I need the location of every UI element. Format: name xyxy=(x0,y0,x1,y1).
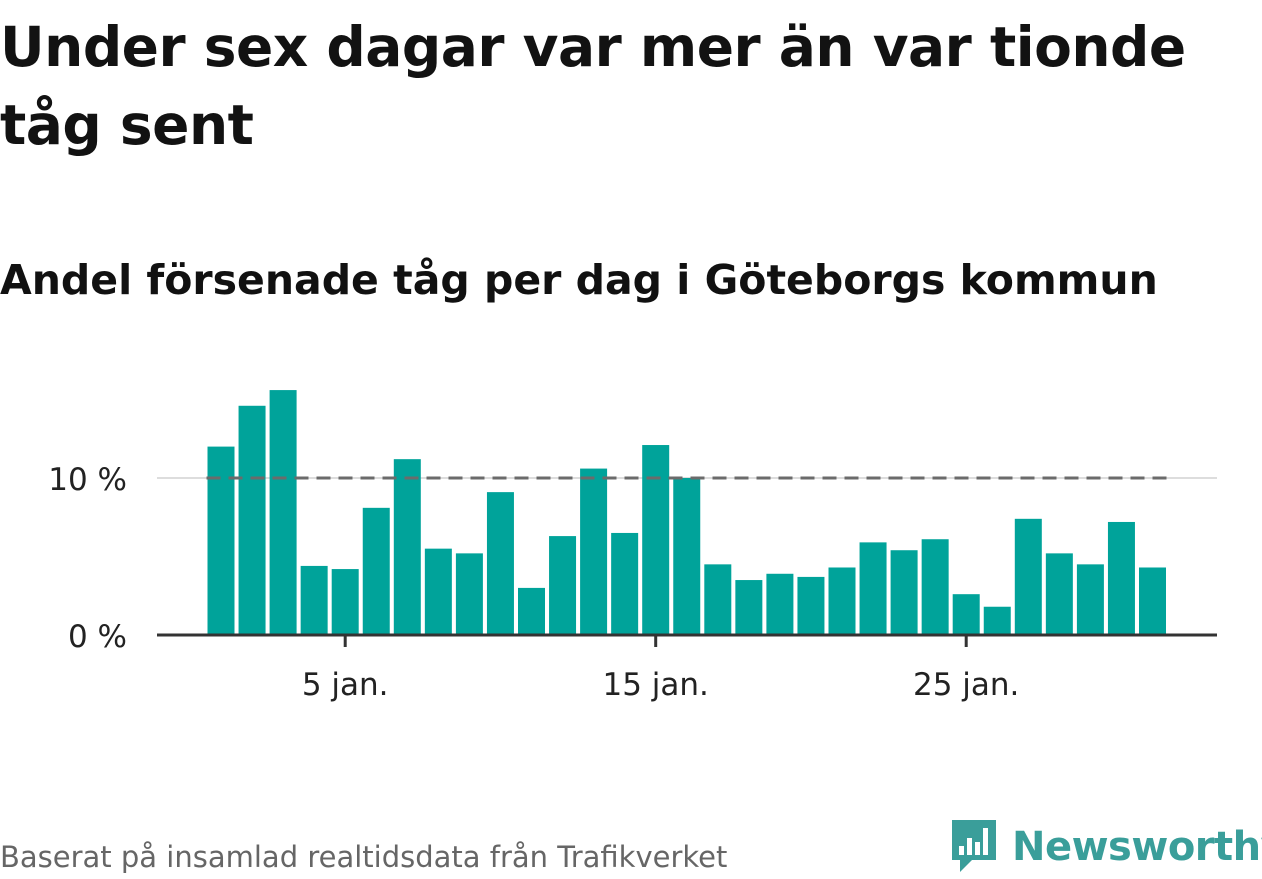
bar xyxy=(1139,567,1166,635)
source-note: Baserat på insamlad realtidsdata från Tr… xyxy=(0,840,728,874)
x-tick-label: 15 jan. xyxy=(602,667,708,703)
bar xyxy=(362,507,390,635)
newsworthy-bar-chart-icon xyxy=(950,816,998,878)
bar xyxy=(766,573,794,635)
bar xyxy=(828,567,856,635)
bar xyxy=(890,550,918,635)
bar-chart: 0 % 10 % 5 jan. 15 jan. 25 jan. xyxy=(48,390,1217,703)
bar xyxy=(269,390,297,635)
bar xyxy=(518,587,545,635)
bar xyxy=(331,569,359,635)
x-tick-label: 5 jan. xyxy=(302,667,389,703)
y-tick-label: 0 % xyxy=(68,619,127,655)
bar xyxy=(1107,521,1135,635)
bar xyxy=(952,594,980,635)
bar xyxy=(1045,553,1073,635)
bar xyxy=(797,576,825,635)
bar xyxy=(735,580,763,635)
bar xyxy=(300,565,328,635)
bar xyxy=(580,468,608,635)
bar xyxy=(704,564,732,635)
bar xyxy=(642,445,670,635)
x-tick-label: 25 jan. xyxy=(913,667,1019,703)
bar xyxy=(486,492,514,635)
newsworthy-logo[interactable]: Newsworthy xyxy=(950,818,1262,876)
bar xyxy=(983,606,1011,635)
bar xyxy=(424,548,452,635)
bar xyxy=(455,553,483,635)
bar xyxy=(207,446,235,635)
bar xyxy=(859,542,887,635)
bar xyxy=(393,459,421,635)
bar xyxy=(611,532,639,635)
bar xyxy=(1076,564,1104,635)
chart-title: Under sex dagar var mer än var tionde tå… xyxy=(0,15,1186,157)
bar xyxy=(1014,518,1042,635)
chart-subtitle: Andel försenade tåg per dag i Göteborgs … xyxy=(0,256,1158,304)
bar xyxy=(549,536,577,635)
bar xyxy=(673,478,701,635)
y-tick-label: 10 % xyxy=(48,462,127,498)
bar xyxy=(238,405,266,635)
bar xyxy=(921,539,949,635)
logo-text: Newsworthy xyxy=(1012,824,1262,870)
